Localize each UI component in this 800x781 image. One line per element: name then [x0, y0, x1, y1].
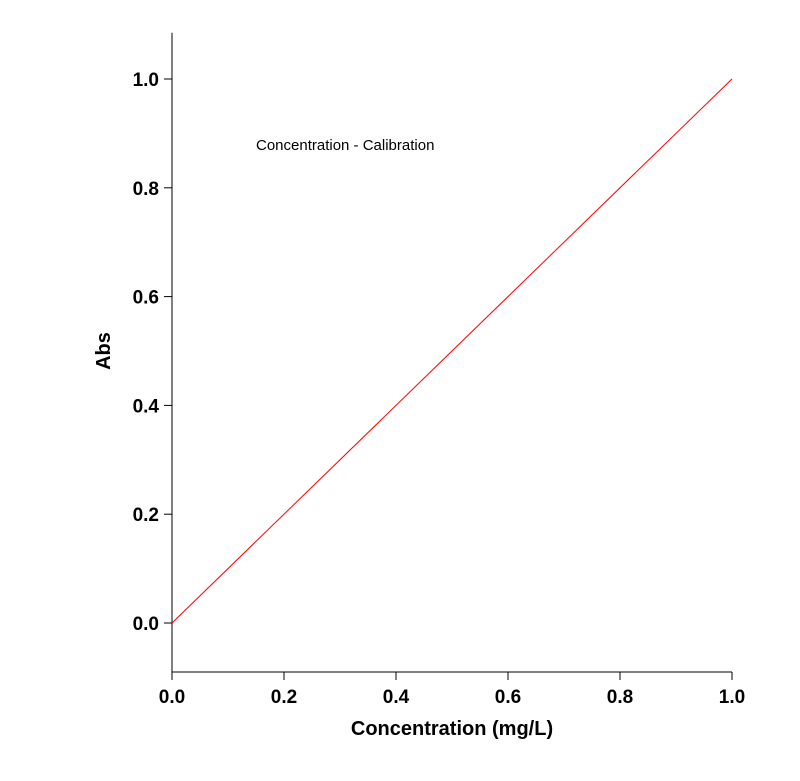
x-tick-label: 0.6 [495, 687, 521, 708]
series-layer [171, 78, 733, 624]
y-axis-title: Abs [93, 332, 115, 370]
x-tick-label: 1.0 [719, 687, 745, 708]
annotation-label: Concentration - Calibration [256, 137, 434, 154]
y-tick-label: 0.6 [133, 288, 159, 309]
x-tick-label: 0.8 [607, 687, 633, 708]
x-tick-label: 0.0 [159, 687, 185, 708]
y-tick-label: 0.2 [133, 505, 159, 526]
y-tick-label: 0.8 [133, 179, 159, 200]
x-tick-label: 0.4 [383, 687, 410, 708]
y-tick-label: 0.0 [133, 614, 159, 635]
y-tick-label: 0.4 [133, 396, 160, 417]
calibration-line [171, 78, 733, 624]
axes [171, 32, 732, 673]
ticks: 0.0 0.2 0.4 0.6 0.8 1.0 0.0 0.2 0.4 0.6 0.8 1.0 [133, 70, 746, 708]
x-tick-label: 0.2 [271, 687, 297, 708]
x-axis-title: Concentration (mg/L) [351, 718, 553, 740]
y-tick-label: 1.0 [133, 70, 159, 91]
